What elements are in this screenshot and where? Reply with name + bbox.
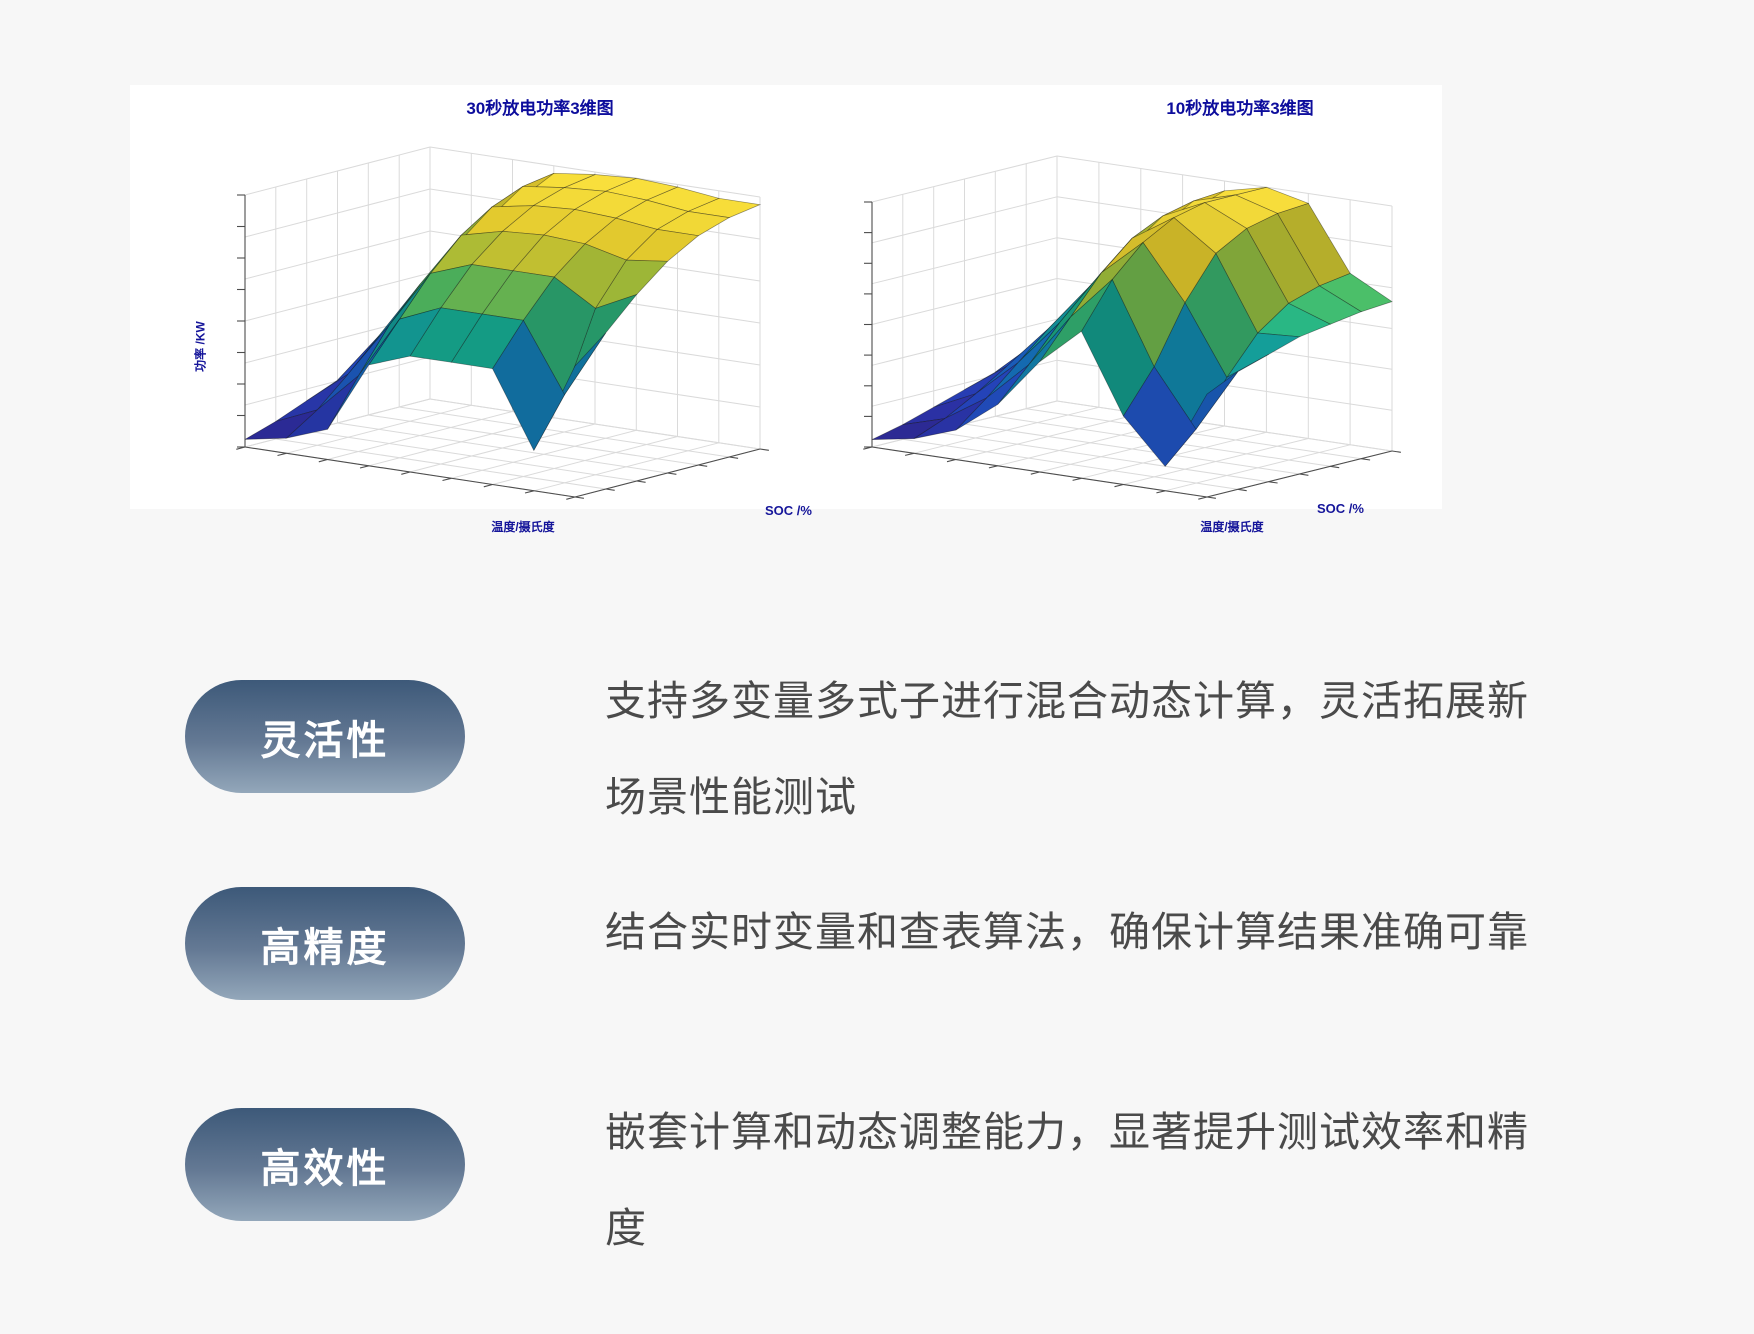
chart-title-10s: 10秒放电功率3维图 <box>1166 99 1314 118</box>
feature-description-precision: 结合实时变量和查表算法，确保计算结果准确可靠 <box>605 909 1529 955</box>
y-axis-label-left-soc: SOC /% <box>765 503 812 518</box>
feature-pill-label: 高效性 <box>260 1146 390 1191</box>
feature-description-efficiency: 嵌套计算和动态调整能力，显著提升测试效率和精度 <box>605 1109 1529 1251</box>
feature-pill-precision: 高精度 <box>185 887 465 1000</box>
feature-pill-efficiency: 高效性 <box>185 1108 465 1221</box>
x-axis-label-right-temperature: 温度/摄氏度 <box>1200 520 1264 534</box>
z-axis-label-power: 功率 /KW <box>193 321 208 372</box>
chart-title-30s: 30秒放电功率3维图 <box>466 99 614 118</box>
feature-pill-label: 高精度 <box>260 925 390 970</box>
feature-pill-label: 灵活性 <box>260 718 390 763</box>
feature-description-flexibility: 支持多变量多式子进行混合动态计算，灵活拓展新场景性能测试 <box>605 678 1529 820</box>
chart-panel <box>130 85 1442 509</box>
feature-pill-flexibility: 灵活性 <box>185 680 465 793</box>
y-axis-label-right-soc: SOC /% <box>1317 501 1364 516</box>
x-axis-label-left-temperature: 温度/摄氏度 <box>491 520 555 534</box>
